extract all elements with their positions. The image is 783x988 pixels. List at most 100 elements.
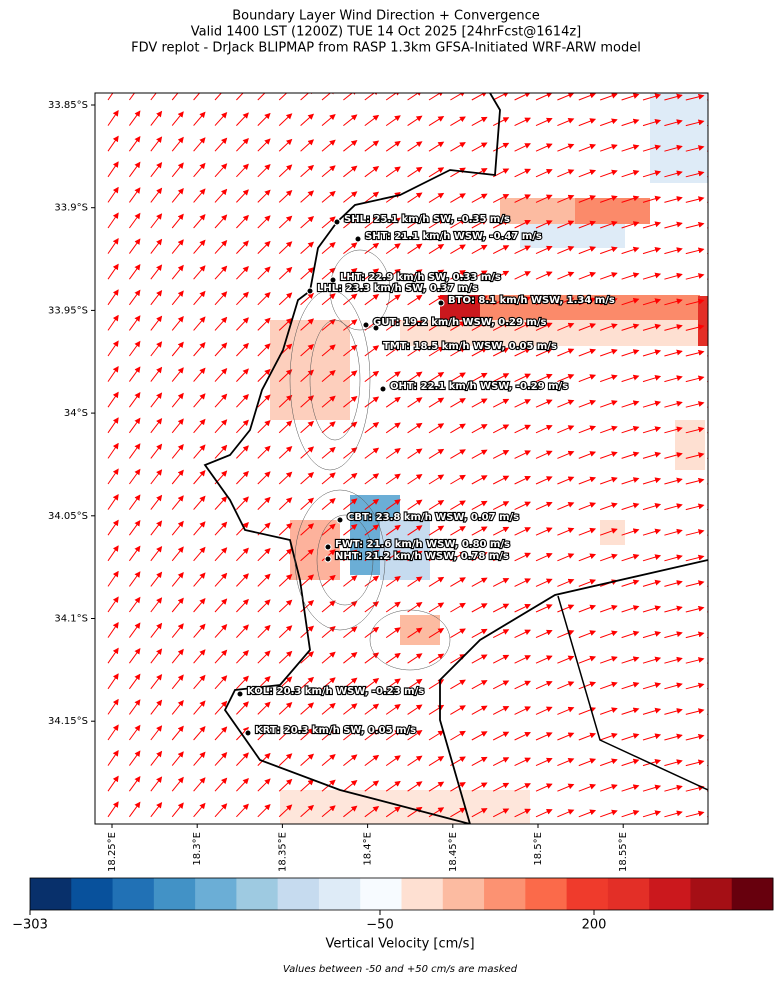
wind-arrow xyxy=(193,342,206,357)
wind-arrow xyxy=(214,316,228,331)
wind-arrow xyxy=(621,425,640,434)
wind-arrow xyxy=(150,392,163,408)
wind-arrow xyxy=(364,114,380,126)
colorbar-segment xyxy=(690,878,733,910)
wind-arrow xyxy=(642,707,662,715)
wind-arrow xyxy=(450,782,466,792)
wind-arrow xyxy=(257,727,271,741)
wind-arrow xyxy=(621,169,640,178)
wind-arrow xyxy=(557,425,575,434)
wind-arrow xyxy=(450,628,466,639)
wind-arrow xyxy=(707,99,708,101)
wind-arrow xyxy=(150,469,163,485)
wind-arrow xyxy=(321,549,336,562)
wind-arrow xyxy=(578,502,597,511)
wind-arrow xyxy=(150,110,163,126)
wind-arrow xyxy=(364,396,380,408)
wind-arrow xyxy=(300,472,315,485)
wind-arrow xyxy=(300,779,315,792)
wind-arrow xyxy=(471,628,488,639)
wind-arrow xyxy=(514,450,531,459)
wind-arrow xyxy=(364,601,380,613)
wind-arrow xyxy=(600,451,618,459)
colorbar: −303 −50 200 xyxy=(12,877,774,933)
wind-arrow xyxy=(557,502,575,511)
wind-arrow xyxy=(300,139,315,152)
wind-arrow xyxy=(707,355,708,357)
wind-arrow xyxy=(364,140,380,152)
wind-arrow xyxy=(600,272,618,280)
wind-arrow xyxy=(321,446,336,459)
wind-arrow xyxy=(428,218,445,229)
wind-arrow xyxy=(364,806,380,818)
wind-arrow xyxy=(492,629,510,639)
wind-arrow xyxy=(150,443,163,459)
wind-arrow xyxy=(600,400,618,408)
wind-arrow xyxy=(514,93,531,101)
wind-arrow xyxy=(407,371,423,383)
wind-arrow xyxy=(492,706,510,715)
wind-arrow xyxy=(236,214,249,229)
wind-arrow xyxy=(278,241,293,254)
station-dot xyxy=(324,555,332,563)
wind-arrow xyxy=(664,196,683,203)
wind-arrow xyxy=(642,170,662,178)
wind-arrow xyxy=(107,110,119,126)
wind-arrow xyxy=(557,194,575,203)
wind-arrow xyxy=(321,242,336,254)
wind-arrow xyxy=(107,93,114,101)
station-label: SHL: 25.1 km/h SW, -0.35 m/s xyxy=(344,214,510,225)
wind-arrow xyxy=(107,161,119,178)
wind-arrow xyxy=(321,421,336,434)
wind-arrow xyxy=(407,166,423,178)
wind-arrow xyxy=(214,624,228,638)
station-dot xyxy=(329,276,337,284)
wind-arrow xyxy=(535,425,553,434)
wind-arrow xyxy=(236,112,249,126)
wind-arrow xyxy=(300,446,315,459)
wind-arrow xyxy=(707,611,708,613)
wind-arrow xyxy=(128,366,141,382)
wind-arrow xyxy=(514,757,531,767)
wind-arrow xyxy=(107,135,119,152)
wind-arrow xyxy=(428,167,445,178)
wind-arrow xyxy=(214,726,228,741)
wind-arrow xyxy=(514,501,531,511)
wind-arrow xyxy=(428,93,445,101)
wind-arrow xyxy=(407,243,423,255)
wind-arrow xyxy=(685,529,705,536)
wind-arrow xyxy=(664,477,683,485)
wind-arrow xyxy=(214,598,228,613)
wind-arrow xyxy=(321,267,336,280)
wind-arrow xyxy=(535,143,553,152)
wind-arrow xyxy=(385,422,401,434)
wind-arrow xyxy=(557,220,575,229)
wind-arrow xyxy=(300,318,315,331)
wind-arrow xyxy=(557,118,575,127)
wind-arrow xyxy=(257,573,271,587)
wind-arrow xyxy=(621,681,640,690)
wind-arrow xyxy=(171,341,184,357)
boundary xyxy=(557,595,708,791)
wind-arrow xyxy=(364,473,380,485)
wind-arrow xyxy=(664,298,683,306)
wind-arrow xyxy=(236,470,249,485)
wind-arrow xyxy=(557,578,575,587)
wind-arrow xyxy=(107,801,119,818)
station-dot xyxy=(336,516,344,524)
wind-arrow xyxy=(578,681,597,690)
wind-arrow xyxy=(278,804,293,818)
wind-arrow xyxy=(621,297,640,306)
wind-arrow xyxy=(428,474,445,485)
wind-arrow xyxy=(278,497,293,510)
wind-arrow xyxy=(193,598,206,613)
wind-arrow xyxy=(514,783,531,792)
wind-arrow xyxy=(385,166,401,178)
wind-arrow xyxy=(471,680,488,690)
wind-arrow xyxy=(685,93,705,101)
wind-arrow xyxy=(385,576,401,587)
wind-arrow xyxy=(450,116,466,127)
wind-arrow xyxy=(150,162,163,178)
colorbar-segment xyxy=(195,878,237,910)
wind-arrow xyxy=(257,778,271,792)
